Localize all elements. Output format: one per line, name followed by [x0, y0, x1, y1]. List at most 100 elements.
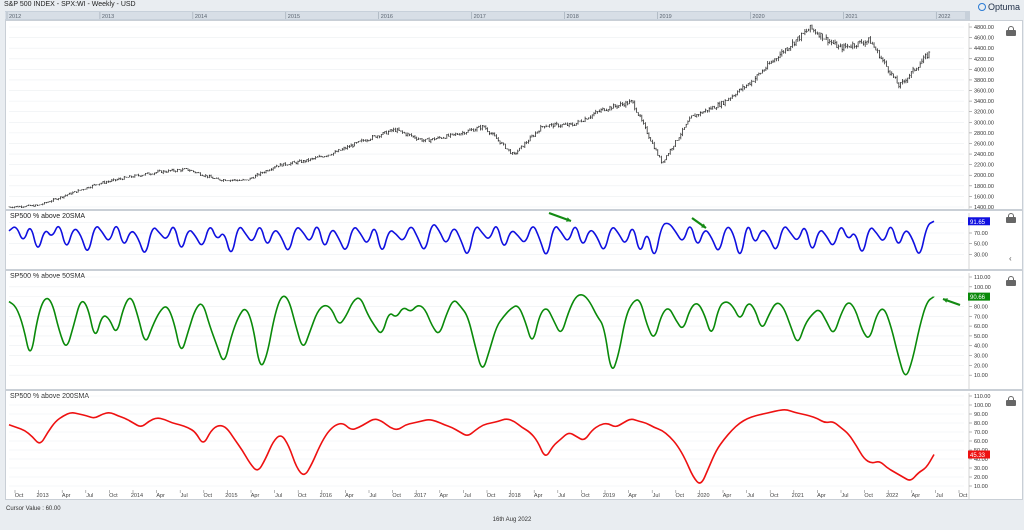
sma50-pane[interactable]: SP500 % above 50SMA 10.00 20.00 30.00 40.00… — [5, 270, 1023, 390]
price-pane-lock-icon[interactable] — [1006, 26, 1016, 36]
chart-date: 16th Aug 2022 — [492, 517, 532, 523]
y-tick-label: 4400.00 — [974, 46, 994, 52]
sma200-pane[interactable]: SP500 % above 200SMA 10.00 20.00 30.00 40.0… — [5, 390, 1023, 500]
date-label: Apr — [62, 493, 71, 498]
date-label: Apr — [912, 493, 921, 498]
y-tick-label: 2200.00 — [974, 163, 994, 169]
y-tick-label: 2000.00 — [974, 173, 994, 179]
annotation-arrow — [548, 211, 572, 223]
y-tick-label: 100.00 — [974, 403, 991, 409]
sma20-pane-lock-icon[interactable] — [1006, 213, 1016, 223]
date-label: Jul — [747, 493, 754, 498]
date-label: Jul — [464, 493, 471, 498]
y-tick-label: 40.00 — [974, 344, 988, 350]
date-label: Jul — [181, 493, 188, 498]
date-label: Jul — [369, 493, 376, 498]
y-tick-label: 20.00 — [974, 363, 988, 369]
y-tick-label: 110.00 — [974, 394, 990, 400]
timeline-label: 2015 — [288, 14, 300, 20]
y-tick-label: 60.00 — [974, 324, 988, 330]
y-tick-label: 70.00 — [974, 430, 988, 436]
date-label: Jul — [653, 493, 660, 498]
date-label: Apr — [156, 493, 165, 498]
last-value-label: 45.33 — [970, 453, 986, 459]
date-label: Oct — [298, 493, 307, 498]
y-tick-label: 4800.00 — [974, 25, 994, 31]
last-value-label: 91.65 — [970, 220, 986, 226]
date-label: Apr — [723, 493, 732, 498]
brand: Optuma — [977, 2, 1020, 12]
date-label: Oct — [581, 493, 590, 498]
date-label: Apr — [534, 493, 543, 498]
y-tick-label: 1400.00 — [974, 205, 994, 209]
price-pane[interactable]: 1400.00 1600.00 1800.00 2000.00 2200.00 2400.… — [5, 20, 1023, 210]
sma200-pane-title: SP500 % above 200SMA — [10, 393, 89, 400]
date-label: 2020 — [697, 493, 709, 498]
y-tick-label: 30.00 — [974, 252, 988, 258]
timeline-label: 2019 — [659, 14, 671, 20]
series-line — [8, 409, 935, 484]
last-value-badge — [968, 217, 990, 226]
y-tick-label: 70.00 — [974, 231, 988, 237]
date-label: Oct — [204, 493, 213, 498]
date-label: Jul — [86, 493, 93, 498]
annotation-arrow — [942, 297, 961, 307]
date-label: 2018 — [508, 493, 520, 498]
last-value-badge — [968, 292, 990, 301]
y-tick-label: 80.00 — [974, 304, 988, 310]
series-line — [8, 293, 935, 376]
y-tick-label: 3600.00 — [974, 89, 994, 95]
y-tick-label: 1800.00 — [974, 184, 994, 190]
date-label: Jul — [275, 493, 282, 498]
date-label: Oct — [770, 493, 779, 498]
brand-name: Optuma — [987, 2, 1020, 12]
date-label: 2019 — [603, 493, 615, 498]
y-tick-label: 4200.00 — [974, 57, 994, 63]
date-label: Jul — [558, 493, 565, 498]
timeline-label: 2012 — [9, 14, 21, 20]
timeline-navigator[interactable]: 2012 2013 2014 2015 2016 2017 2018 2019 2020 2021… — [5, 11, 970, 20]
y-tick-label: 50.00 — [974, 334, 988, 340]
sma20-pane-title: SP500 % above 20SMA — [10, 213, 86, 220]
y-tick-label: 3200.00 — [974, 110, 994, 116]
y-tick-label: 50.00 — [974, 242, 988, 248]
y-tick-label: 3400.00 — [974, 99, 994, 105]
date-label: Jul — [936, 493, 943, 498]
date-label: 2015 — [225, 493, 237, 498]
y-tick-label: 3000.00 — [974, 120, 994, 126]
sma200-chart: 10.0020.0030.0040.0050.0060.0070.0080.00… — [8, 393, 991, 499]
sma20-pane[interactable]: SP500 % above 20SMA 30.0050.0070.0090.00… — [5, 210, 1023, 270]
date-label: Apr — [817, 493, 826, 498]
sma50-pane-lock-icon[interactable] — [1006, 276, 1016, 286]
date-label: 2022 — [886, 493, 898, 498]
date-label: Apr — [628, 493, 637, 498]
date-axis[interactable]: Oct 2013 Apr Jul Oct 2014 Apr Jul Oct 2015 Apr Jul O… — [5, 490, 970, 498]
sma50-pane-title: SP500 % above 50SMA — [10, 273, 86, 280]
sma200-pane-lock-icon[interactable] — [1006, 396, 1016, 406]
date-label: Jul — [841, 493, 848, 498]
date-label: Apr — [440, 493, 449, 498]
y-tick-label: 110.00 — [974, 275, 990, 281]
timeline-label: 2017 — [474, 14, 486, 20]
y-tick-label: 90.00 — [974, 412, 988, 418]
collapse-panel-icon[interactable]: ‹ — [1009, 254, 1012, 263]
last-value-badge — [968, 450, 990, 459]
date-label: Oct — [392, 493, 401, 498]
y-tick-label: 2400.00 — [974, 152, 994, 158]
y-tick-label: 10.00 — [974, 373, 988, 379]
date-label: Oct — [15, 493, 24, 498]
y-tick-label: 2800.00 — [974, 131, 994, 137]
sma50-chart: 10.00 20.00 30.00 40.00 50.00 60.00 70.00 80.00… — [8, 273, 991, 389]
date-label: Apr — [251, 493, 260, 498]
timeline-label: 2014 — [195, 14, 207, 20]
price-chart: 1400.00 1600.00 1800.00 2000.00 2200.00 2400.… — [8, 23, 994, 209]
timeline-label: 2018 — [567, 14, 579, 20]
date-label: 2014 — [131, 493, 143, 498]
date-label: 2017 — [414, 493, 426, 498]
y-tick-label: 2600.00 — [974, 141, 994, 147]
y-tick-label: 100.00 — [974, 285, 991, 291]
cursor-value: Cursor Value : 60.00 — [6, 506, 61, 512]
timeline-window[interactable] — [5, 12, 965, 19]
